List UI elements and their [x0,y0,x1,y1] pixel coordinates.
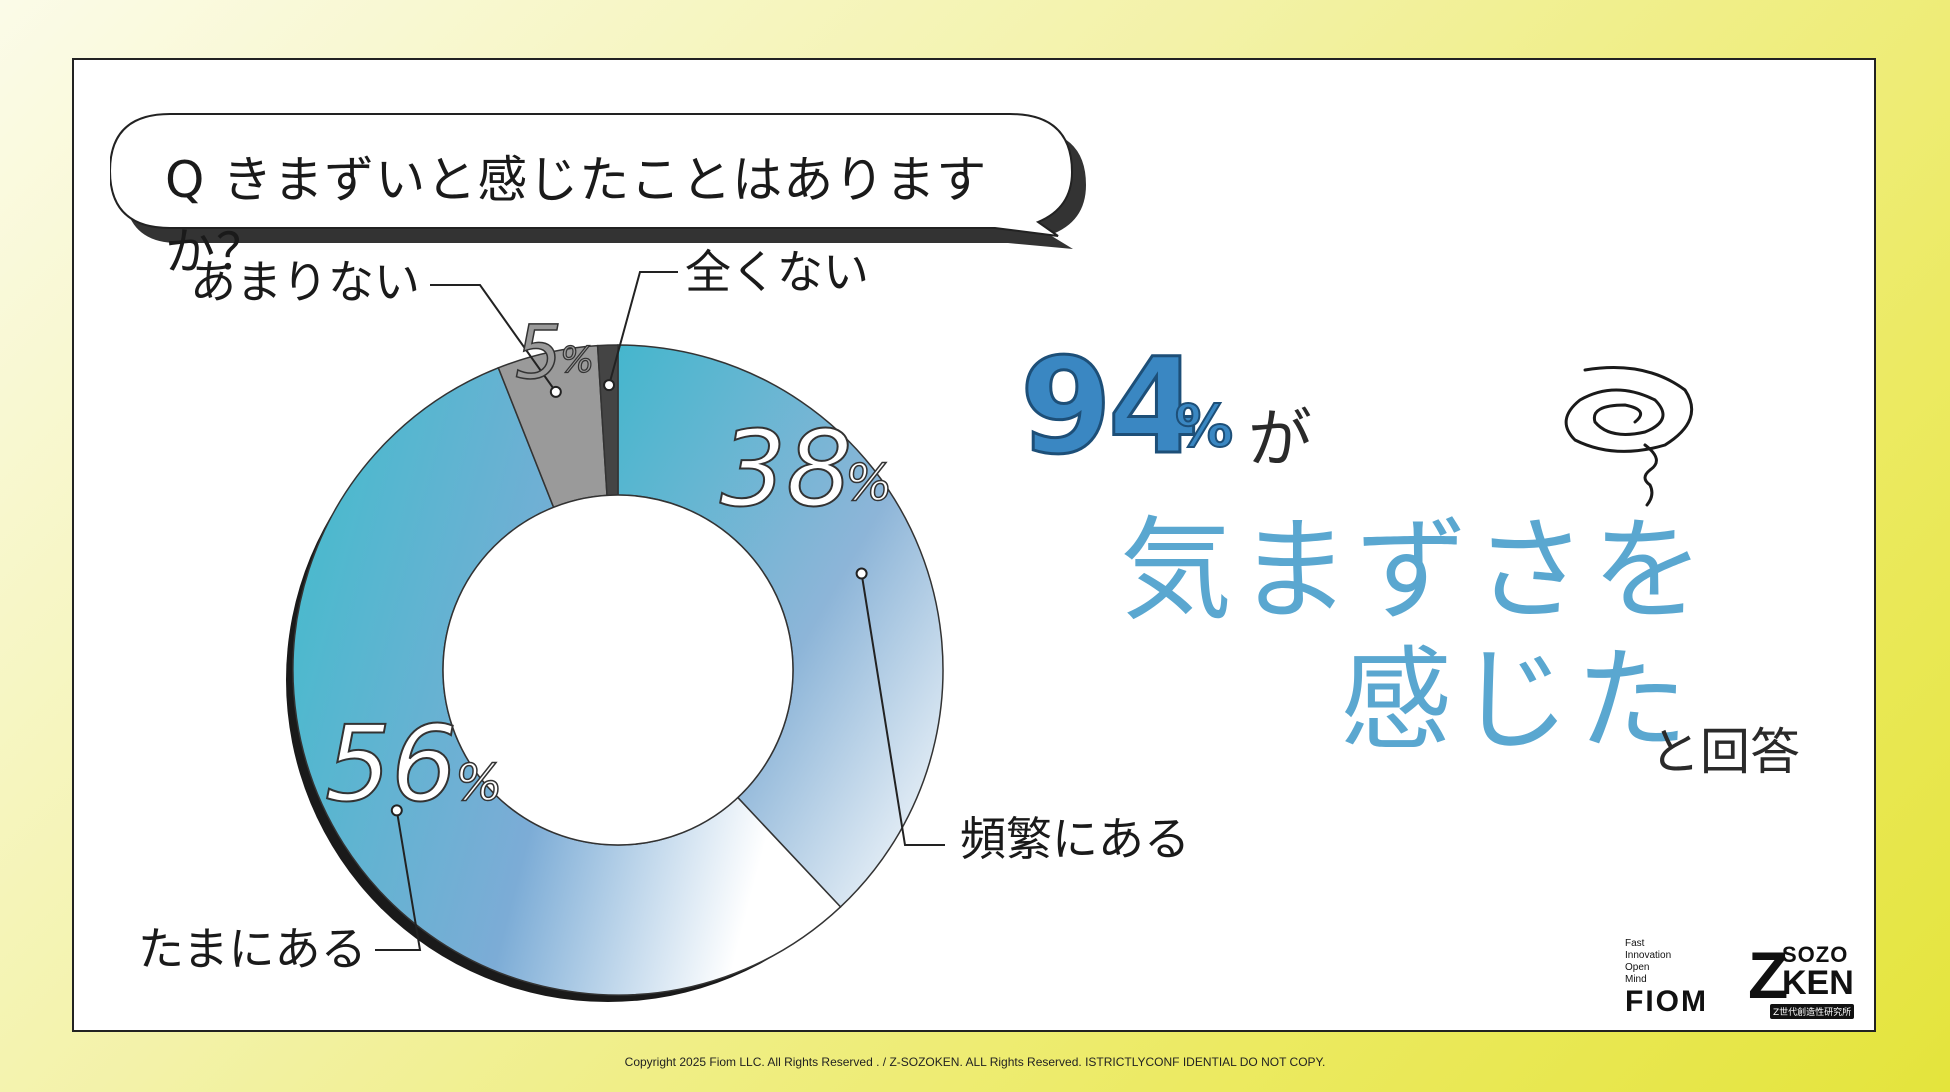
fiom-logo: Fast Innovation Open Mind FIOM [1625,938,1735,1020]
leader-sometimes-dot [390,804,403,817]
question-text: Q きまずいと感じたことはありますか？ [165,151,988,281]
value-56-percent: % [455,754,503,812]
headline-line2: 感じた [1340,636,1694,766]
headline-number: 94 [1019,329,1202,486]
leader-lines [375,271,945,951]
fiom-tagline-1: Fast [1625,938,1645,949]
headline-line1: 気まずさを [1120,506,1710,636]
zsozoken-z: Z [1748,938,1789,1012]
zsozoken-subtitle: Z世代創造性研究所 [1770,1004,1855,1019]
value-38-number: 38 [720,408,852,530]
value-label-5: 5 % [514,309,595,397]
category-label-rarely: あまりない [190,255,420,309]
zsozoken-logo: Z SOZO KEN Z世代創造性研究所 [1748,940,1860,1020]
zsozoken-sozo: SOZO [1782,942,1849,967]
zsozoken-ken: KEN [1782,964,1854,1002]
headline: 94 % が 気まずさを 感じた と回答 [1019,329,1840,782]
leader-sometimes [375,810,422,951]
category-label-sometimes: たまにある [138,922,367,976]
value-5-percent: % [560,340,594,381]
category-label-frequent: 頻繁にある [960,812,1190,866]
headline-tail: と回答 [1650,723,1800,781]
donut-hole [442,494,794,846]
category-label-never: 全くない [685,245,869,299]
fiom-tagline-3: Open [1625,962,1650,973]
headline-particle: が [1248,403,1312,477]
donut-slices [292,344,944,996]
leader-frequent [860,573,945,846]
headline-percent: % [1174,391,1234,461]
bubble-shape [108,113,1086,249]
leader-never [608,271,678,386]
leader-frequent-dot [855,567,868,580]
leader-never-dot [603,379,616,392]
value-38-percent: % [845,454,893,512]
value-5-number: 5 [515,310,562,396]
leader-rarely-dot [549,385,562,398]
question-bubble: Q きまずいと感じたことはありますか？ [108,110,1090,281]
value-label-38: 38 % [719,407,893,531]
value-56-number: 56 [325,703,457,825]
confused-doodle-icon [1564,366,1694,507]
fiom-tagline-4: Mind [1625,974,1647,985]
value-label-56: 56 % [324,702,503,826]
leader-rarely [430,284,557,393]
copyright-notice: Copyright 2025 Fiom LLC. All Rights Rese… [624,1055,1326,1069]
fiom-tagline-2: Innovation [1625,950,1672,961]
fiom-wordmark: FIOM [1625,985,1708,1018]
